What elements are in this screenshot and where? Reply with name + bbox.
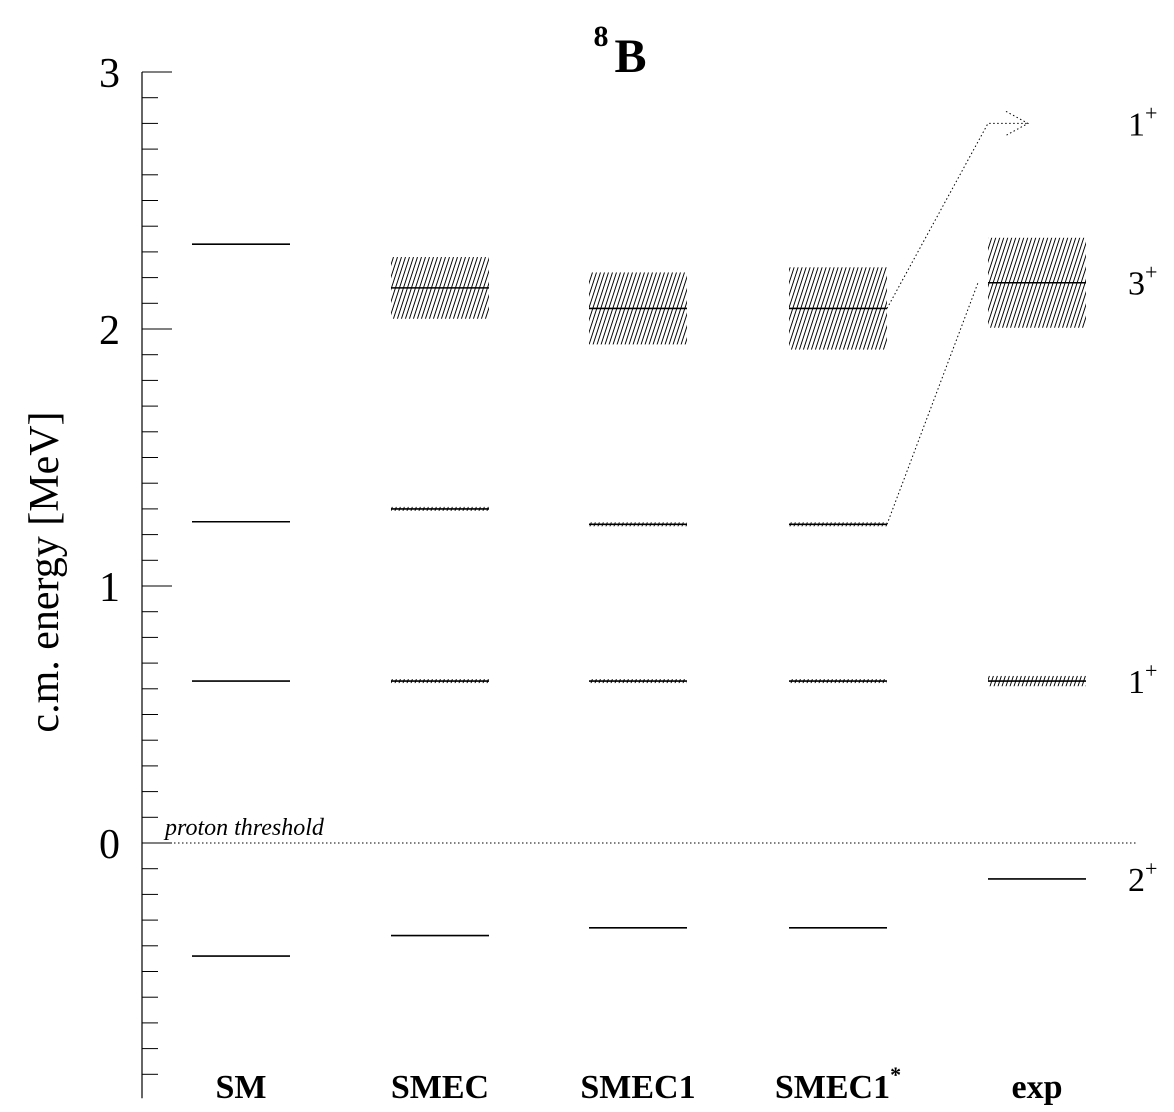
spin-label: 3+ bbox=[1128, 260, 1157, 303]
spin-labels: 1+ 3+ 1+ 2+ bbox=[1128, 100, 1157, 899]
column-label: exp bbox=[1012, 1069, 1063, 1106]
connector-line bbox=[886, 282, 979, 525]
spin-label: 1+ bbox=[1128, 658, 1157, 701]
connector-arrowhead bbox=[1005, 110, 1030, 136]
y-axis: 3 2 1 0 bbox=[99, 51, 172, 1099]
column-4 bbox=[988, 237, 1086, 880]
connector-line bbox=[886, 122, 1028, 309]
connector-lines bbox=[886, 110, 1030, 525]
title-mass-number: 8 bbox=[593, 20, 608, 53]
column-3 bbox=[789, 267, 887, 929]
column-label: SMEC1* bbox=[775, 1062, 901, 1106]
title-symbol: B bbox=[614, 30, 646, 83]
column-2 bbox=[589, 272, 687, 929]
spin-label: 2+ bbox=[1128, 856, 1157, 899]
y-axis-label: c.m. energy [MeV] bbox=[22, 411, 68, 732]
y-tick-label: 3 bbox=[99, 51, 120, 97]
column-labels: SM SMEC SMEC1 SMEC1* exp bbox=[216, 1062, 1063, 1106]
column-label: SMEC1 bbox=[580, 1069, 695, 1106]
column-0 bbox=[192, 243, 290, 957]
column-label: SM bbox=[216, 1069, 267, 1106]
y-tick-label: 2 bbox=[99, 308, 120, 354]
y-tick-label: 1 bbox=[99, 565, 120, 611]
threshold-label: proton threshold bbox=[163, 815, 325, 841]
column-label: SMEC bbox=[391, 1069, 489, 1106]
y-tick-label: 0 bbox=[99, 822, 120, 868]
proton-threshold: proton threshold bbox=[142, 815, 1137, 844]
column-1 bbox=[391, 257, 489, 937]
spin-label: 1+ bbox=[1128, 100, 1157, 143]
level-columns bbox=[192, 237, 1086, 957]
